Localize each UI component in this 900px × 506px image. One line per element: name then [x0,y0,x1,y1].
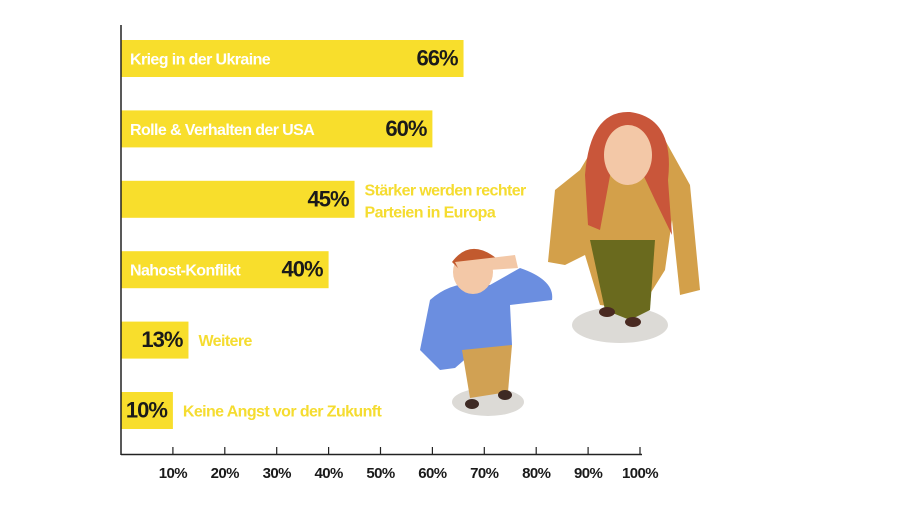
x-tick-label: 70% [470,465,498,482]
category-label: Keine Angst vor der Zukunft [183,404,383,421]
x-tick-label: 90% [574,465,602,482]
category-label: Nahost-Konflikt [130,263,241,280]
category-label: Weitere [198,333,252,350]
x-tick-label: 80% [522,465,550,482]
category-label: Krieg in der Ukraine [130,52,271,69]
x-tick-label: 100% [622,465,658,482]
value-label: 40% [282,257,323,282]
people-illustration [420,111,700,416]
category-label: Parteien in Europa [365,204,496,221]
bar-group: 40% Nahost-Konflikt [121,251,329,289]
bar [121,321,189,359]
value-label: 13% [141,327,182,352]
x-tick-label: 20% [211,465,239,482]
value-label: 10% [126,398,167,423]
bar [121,180,355,218]
bar [121,110,433,148]
bar [121,251,329,289]
value-label: 66% [416,46,457,71]
bar-group: 66% Krieg in der Ukraine [121,40,464,77]
bar-group: 45% Stärker werden rechter Parteien in Eur… [121,180,527,221]
bar-group: 10% Keine Angst vor der Zukunft [121,392,383,429]
bar [121,392,173,429]
bar [121,40,464,77]
value-label: 60% [385,116,426,141]
bar-group: 60% Rolle & Verhalten der USA [121,110,433,148]
x-tick-label: 40% [314,465,342,482]
category-label: Stärker werden rechter [365,182,526,199]
value-label: 45% [308,186,349,211]
x-tick-label: 30% [263,465,291,482]
x-tick-label: 60% [418,465,446,482]
x-tick-label: 10% [159,465,187,482]
x-tick-label: 50% [366,465,394,482]
bar-group: 13% Weitere [121,321,253,359]
category-label: Rolle & Verhalten der USA [130,122,315,139]
